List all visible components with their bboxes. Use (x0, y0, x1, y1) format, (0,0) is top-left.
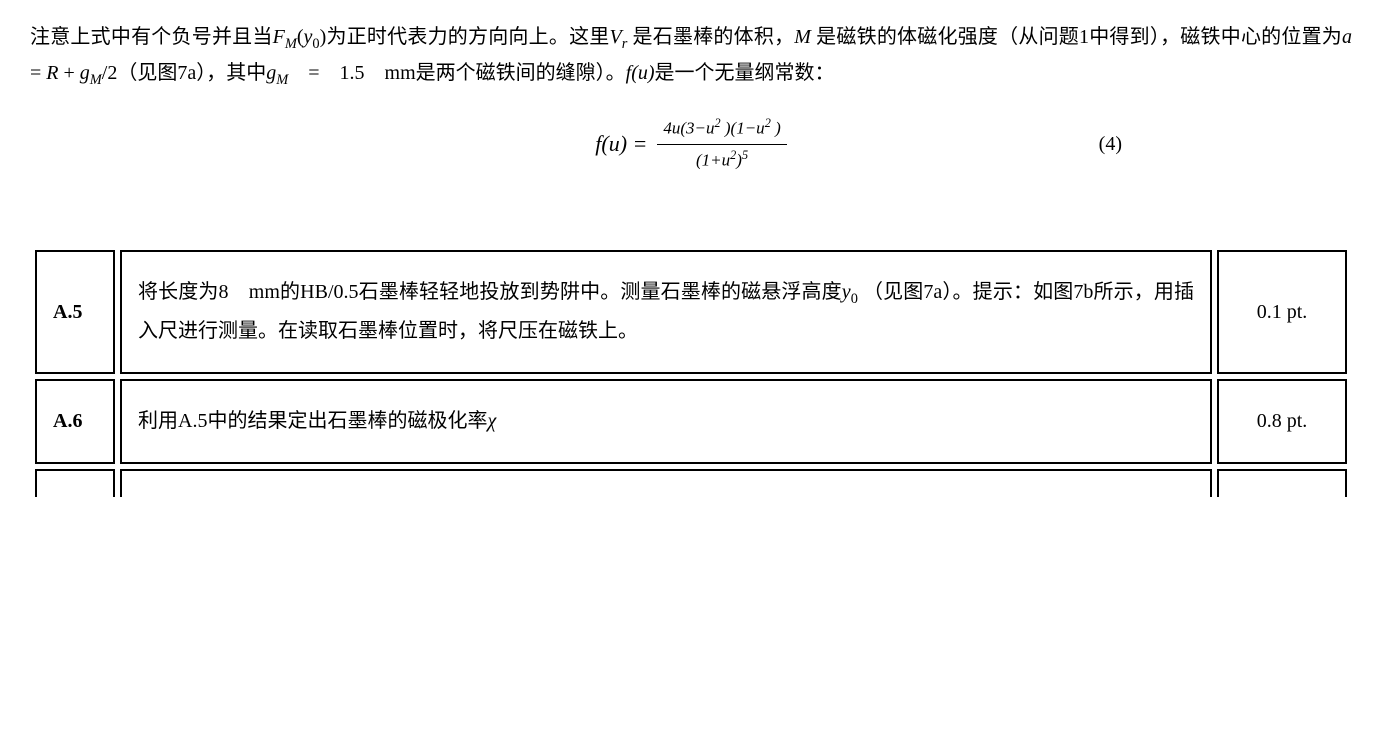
fm-f: F (273, 26, 285, 48)
eq-lhs: f(u) = (595, 125, 647, 162)
den-a: (1+u (696, 150, 730, 169)
a-half: /2 (102, 62, 118, 84)
gm-sub: M (276, 72, 288, 88)
m-symbol: M (794, 26, 811, 48)
table-row: A.5 将长度为8 mm的HB/0.5石墨棒轻轻地投放到势阱中。测量石墨棒的磁悬… (35, 250, 1347, 374)
text-seg2: 为正时代表力的方向向上。这里 (326, 26, 609, 48)
a-r: R (46, 62, 58, 84)
intro-paragraph: 注意上式中有个负号并且当FM(y0)为正时代表力的方向向上。这里Vr 是石墨棒的… (30, 20, 1352, 93)
text-seg5: （见图7a），其中 (117, 62, 266, 84)
equation-4: f(u) = 4u(3−u2 )(1−u2 ) (1+u2)5 (4) (30, 113, 1352, 175)
text-seg7: 是一个无量纲常数： (655, 62, 835, 84)
task-id-cell: A.6 (35, 379, 115, 464)
table-row-partial (35, 469, 1347, 497)
text-seg4: 是磁铁的体磁化强度（从问题1中得到），磁铁中心的位置为 (811, 26, 1342, 48)
task-points-cell-empty (1217, 469, 1347, 497)
equation-body: f(u) = 4u(3−u2 )(1−u2 ) (1+u2)5 (595, 113, 786, 175)
fu-symbol: f(u) (626, 62, 655, 84)
num-c: ) (771, 119, 781, 138)
y0-symbol: y0 (842, 281, 858, 303)
fm-sub: M (285, 36, 297, 52)
task-desc-cell-empty (120, 469, 1212, 497)
y-var: y (842, 281, 851, 303)
task-points-cell: 0.8 pt. (1217, 379, 1347, 464)
text-seg6: = 1.5 mm是两个磁铁间的缝隙）。 (288, 62, 625, 84)
task-a5-text-a: 将长度为8 mm的HB/0.5石墨棒轻轻地投放到势阱中。测量石墨棒的磁悬浮高度 (138, 281, 842, 303)
task-points-cell: 0.1 pt. (1217, 250, 1347, 374)
vr-v: V (610, 26, 622, 48)
eq-numerator: 4u(3−u2 )(1−u2 ) (657, 113, 786, 145)
task-table: A.5 将长度为8 mm的HB/0.5石墨棒轻轻地投放到势阱中。测量石墨棒的磁悬… (30, 245, 1352, 502)
a-var: a (1342, 26, 1352, 48)
table-row: A.6 利用A.5中的结果定出石墨棒的磁极化率χ 0.8 pt. (35, 379, 1347, 464)
text-seg1: 注意上式中有个负号并且当 (30, 26, 273, 48)
y-sub: 0 (851, 291, 858, 307)
text-seg3: 是石墨棒的体积， (627, 26, 794, 48)
eq-denominator: (1+u2)5 (690, 145, 754, 176)
equation-number: (4) (1099, 127, 1122, 161)
gm-symbol: gM (266, 62, 288, 84)
fm-symbol: FM(y0) (273, 26, 327, 48)
task-a6-text: 利用A.5中的结果定出石墨棒的磁极化率 (138, 410, 487, 432)
gm-g: g (266, 62, 276, 84)
vr-symbol: Vr (610, 26, 628, 48)
task-id-cell-empty (35, 469, 115, 497)
den-sup5: 5 (742, 148, 748, 162)
task-desc-cell: 利用A.5中的结果定出石墨棒的磁极化率χ (120, 379, 1212, 464)
fm-y0: 0 (312, 36, 319, 52)
fm-open: ( (297, 26, 304, 48)
a-eq: = (30, 62, 46, 84)
a-g: g (80, 62, 90, 84)
task-desc-cell: 将长度为8 mm的HB/0.5石墨棒轻轻地投放到势阱中。测量石墨棒的磁悬浮高度y… (120, 250, 1212, 374)
task-id-cell: A.5 (35, 250, 115, 374)
a-plus: + (59, 62, 80, 84)
chi-symbol: χ (487, 410, 496, 432)
a-gm: M (90, 72, 102, 88)
num-b: )(1−u (721, 119, 765, 138)
eq-fraction: 4u(3−u2 )(1−u2 ) (1+u2)5 (657, 113, 786, 175)
num-a: 4u(3−u (663, 119, 714, 138)
